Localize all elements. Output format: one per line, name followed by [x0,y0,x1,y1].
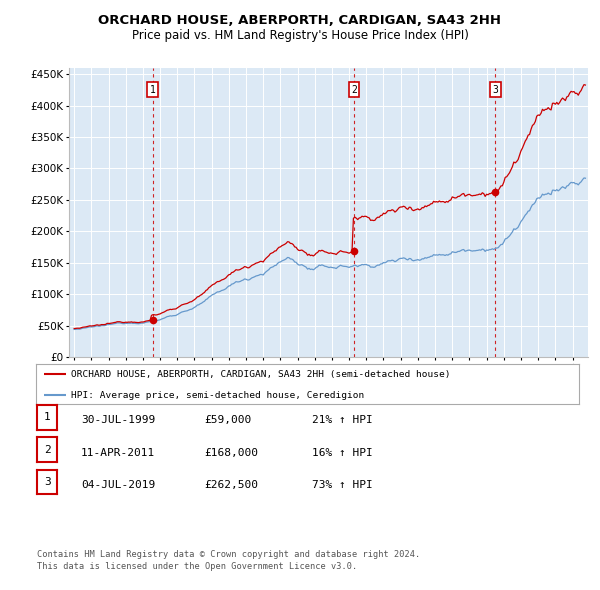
Text: ORCHARD HOUSE, ABERPORTH, CARDIGAN, SA43 2HH: ORCHARD HOUSE, ABERPORTH, CARDIGAN, SA43… [98,14,502,27]
Text: 73% ↑ HPI: 73% ↑ HPI [312,480,373,490]
Text: 3: 3 [44,477,50,487]
Text: £59,000: £59,000 [204,415,251,425]
Text: 1: 1 [44,412,50,422]
Text: 1: 1 [150,85,156,95]
Text: Contains HM Land Registry data © Crown copyright and database right 2024.: Contains HM Land Registry data © Crown c… [37,550,421,559]
Text: 11-APR-2011: 11-APR-2011 [81,448,155,457]
Text: £168,000: £168,000 [204,448,258,457]
Text: 04-JUL-2019: 04-JUL-2019 [81,480,155,490]
Text: ORCHARD HOUSE, ABERPORTH, CARDIGAN, SA43 2HH (semi-detached house): ORCHARD HOUSE, ABERPORTH, CARDIGAN, SA43… [71,369,451,379]
Text: HPI: Average price, semi-detached house, Ceredigion: HPI: Average price, semi-detached house,… [71,391,365,400]
Text: This data is licensed under the Open Government Licence v3.0.: This data is licensed under the Open Gov… [37,562,358,571]
Text: 21% ↑ HPI: 21% ↑ HPI [312,415,373,425]
Text: £262,500: £262,500 [204,480,258,490]
Text: Price paid vs. HM Land Registry's House Price Index (HPI): Price paid vs. HM Land Registry's House … [131,29,469,42]
Text: 2: 2 [44,445,50,454]
Text: 16% ↑ HPI: 16% ↑ HPI [312,448,373,457]
Text: 2: 2 [351,85,357,95]
Text: 30-JUL-1999: 30-JUL-1999 [81,415,155,425]
Text: 3: 3 [493,85,499,95]
